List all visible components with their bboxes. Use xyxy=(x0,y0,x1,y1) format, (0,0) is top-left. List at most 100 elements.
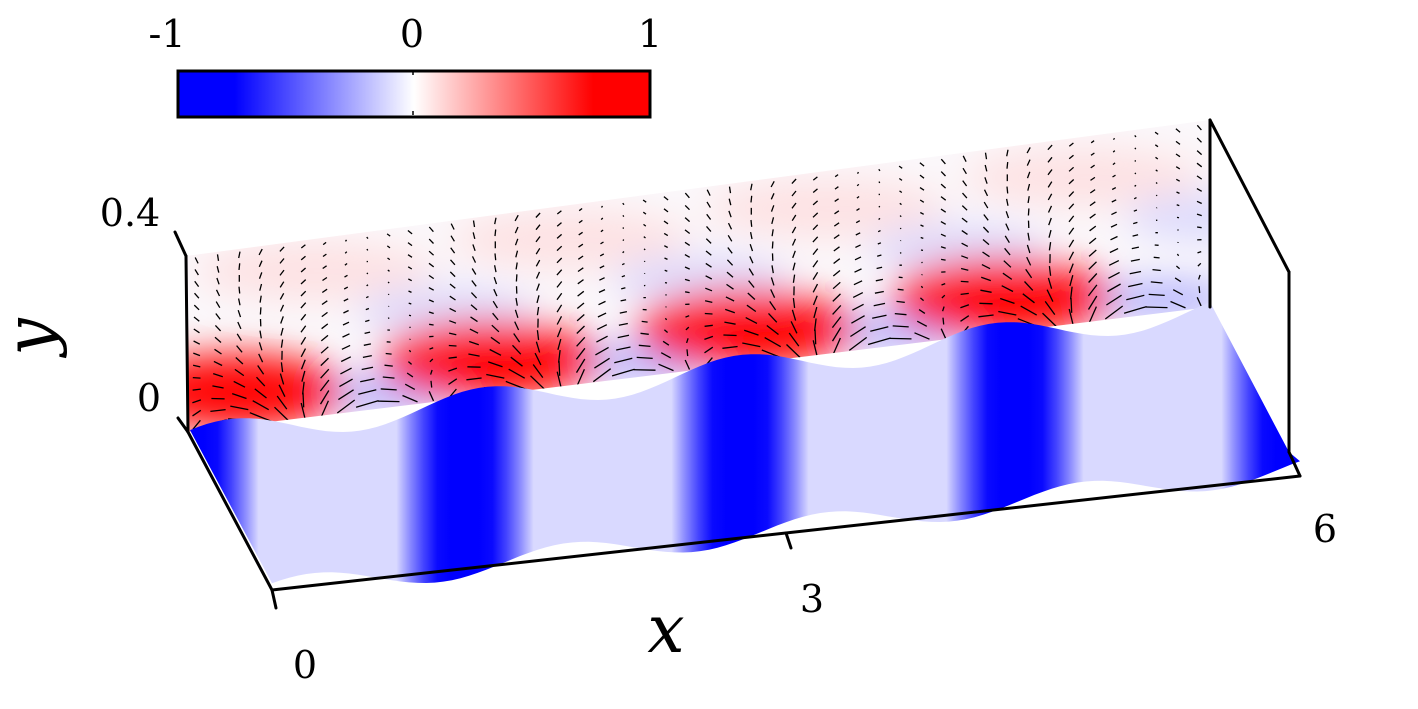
velocity-arrow xyxy=(940,208,947,213)
velocity-arrow xyxy=(192,419,201,430)
velocity-arrow xyxy=(745,317,758,324)
velocity-arrow xyxy=(1087,295,1098,310)
velocity-arrow xyxy=(407,254,413,258)
velocity-arrow xyxy=(788,332,800,347)
velocity-arrow xyxy=(982,226,990,233)
velocity-arrow xyxy=(941,282,946,286)
velocity-arrow xyxy=(512,344,522,355)
velocity-arrow xyxy=(1047,193,1053,201)
velocity-arrow xyxy=(962,167,967,175)
velocity-arrow xyxy=(594,357,610,369)
velocity-arrow xyxy=(1088,261,1097,270)
velocity-arrow xyxy=(469,328,479,334)
velocity-arrow xyxy=(704,324,713,327)
velocity-arrow xyxy=(1107,283,1121,293)
velocity-arrow xyxy=(982,251,990,258)
velocity-arrow xyxy=(1196,213,1202,217)
velocity-arrow xyxy=(978,314,994,318)
velocity-arrow xyxy=(490,336,501,345)
velocity-arrow xyxy=(790,321,798,334)
velocity-arrow xyxy=(941,258,946,261)
velocity-arrow xyxy=(493,276,498,285)
velocity-arrow xyxy=(492,312,499,321)
velocity-arrow xyxy=(194,269,199,276)
velocity-arrow xyxy=(873,302,886,307)
velocity-arrow xyxy=(1131,246,1140,250)
velocity-arrow xyxy=(724,321,736,325)
velocity-arrow xyxy=(1112,150,1116,153)
velocity-arrow xyxy=(493,265,497,273)
velocity-arrow xyxy=(344,274,348,278)
velocity-arrow xyxy=(362,354,372,359)
velocity-arrow xyxy=(494,217,497,225)
velocity-arrow xyxy=(851,315,865,324)
velocity-arrow xyxy=(1132,234,1139,237)
velocity-arrow xyxy=(620,299,627,302)
red-core xyxy=(190,379,301,420)
velocity-arrow xyxy=(1155,194,1158,197)
frame-left-floor-edge xyxy=(186,430,274,592)
velocity-arrow xyxy=(364,331,371,335)
back-wall-field xyxy=(186,147,1210,430)
velocity-arrow xyxy=(771,241,774,249)
velocity-arrow xyxy=(428,262,435,268)
velocity-arrow xyxy=(727,247,733,254)
velocity-arrow xyxy=(770,193,775,200)
velocity-arrow xyxy=(622,215,625,217)
red-core xyxy=(958,285,1069,326)
velocity-arrow xyxy=(494,229,497,237)
velocity-arrow xyxy=(320,400,329,418)
velocity-arrow xyxy=(1196,124,1202,131)
velocity-arrow xyxy=(1196,162,1203,168)
velocity-arrow xyxy=(321,311,328,318)
velocity-arrow xyxy=(770,180,775,188)
velocity-arrow xyxy=(684,204,690,211)
velocity-arrow xyxy=(1005,211,1010,219)
upper-pink xyxy=(195,241,436,302)
velocity-arrow xyxy=(664,269,668,272)
velocity-arrow xyxy=(723,334,737,337)
velocity-arrow xyxy=(1088,273,1098,283)
velocity-arrow xyxy=(704,335,714,341)
velocity-arrow xyxy=(234,368,245,377)
y-axis-zero-tick xyxy=(176,416,190,434)
velocity-arrow xyxy=(642,211,647,215)
velocity-arrow xyxy=(192,409,202,417)
velocity-arrow xyxy=(231,392,247,400)
velocity-arrow xyxy=(622,239,625,242)
velocity-arrow xyxy=(448,356,457,359)
velocity-arrow xyxy=(193,316,200,322)
velocity-arrow xyxy=(1090,140,1095,144)
velocity-arrow xyxy=(259,283,263,291)
velocity-arrow xyxy=(1174,277,1182,283)
velocity-arrow xyxy=(215,289,221,297)
velocity-arrow xyxy=(279,269,285,276)
velocity-arrow xyxy=(812,236,819,243)
velocity-arrow xyxy=(342,333,350,338)
velocity-arrow xyxy=(726,283,734,290)
velocity-arrow xyxy=(279,246,285,252)
red-core xyxy=(446,347,557,388)
velocity-arrow xyxy=(556,304,563,313)
velocity-arrow xyxy=(1026,159,1031,166)
velocity-arrow xyxy=(850,326,866,338)
velocity-arrow xyxy=(194,257,199,264)
velocity-arrow xyxy=(1003,260,1012,268)
velocity-arrow xyxy=(577,279,584,285)
velocity-arrow xyxy=(1196,297,1203,308)
velocity-arrow xyxy=(870,326,889,332)
velocity-arrow xyxy=(448,378,458,385)
velocity-arrow xyxy=(408,302,412,305)
velocity-arrow xyxy=(472,244,476,252)
velocity-arrow xyxy=(812,212,819,218)
velocity-arrow xyxy=(536,306,540,316)
velocity-arrow xyxy=(1175,178,1181,182)
velocity-arrow xyxy=(621,287,626,290)
velocity-arrow xyxy=(792,298,796,308)
velocity-arrow xyxy=(1006,186,1009,194)
velocity-arrow xyxy=(1068,179,1075,185)
velocity-arrow xyxy=(832,337,841,356)
velocity-arrow xyxy=(831,327,842,342)
velocity-arrow xyxy=(366,248,369,251)
velocity-arrow xyxy=(899,190,903,194)
